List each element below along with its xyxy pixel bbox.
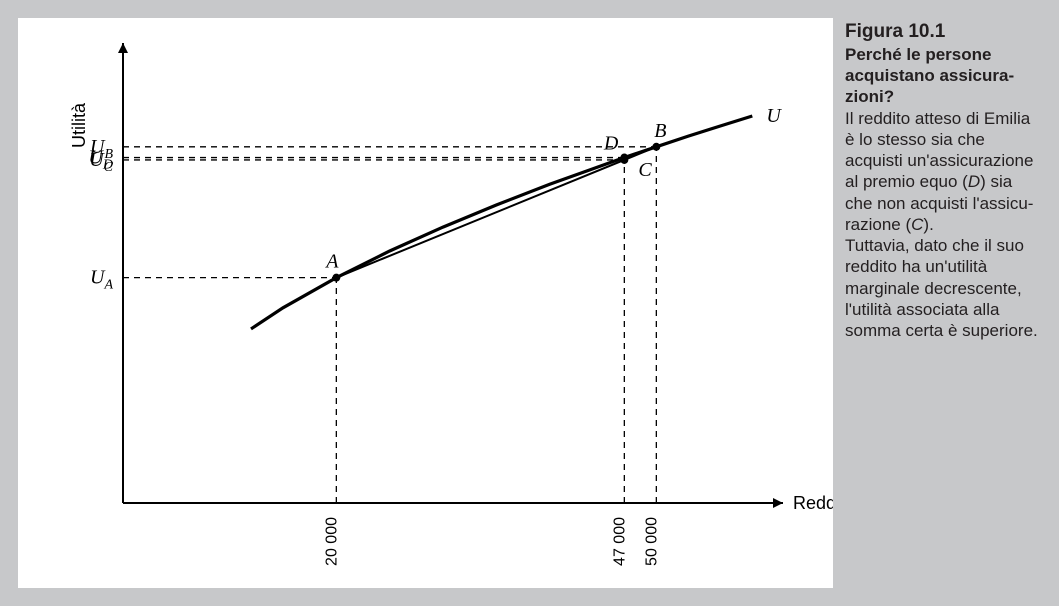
svg-text:U: U — [766, 105, 782, 127]
caption-panel: Figura 10.1 Perché le persone acquistano… — [833, 18, 1041, 588]
svg-text:C: C — [638, 159, 652, 181]
figure-row: ABCDUUAUCUDUB20 00047 00050 000RedditoUt… — [18, 18, 1041, 588]
svg-text:47 000: 47 000 — [611, 517, 628, 566]
figure-body-2: Tuttavia, dato che il suo reddito ha un'… — [845, 235, 1041, 341]
svg-text:B: B — [654, 120, 666, 142]
svg-text:A: A — [324, 251, 339, 273]
figure-body-italic-c: C — [911, 215, 923, 234]
figure-body-part-3: ). — [923, 215, 933, 234]
figure-title: Perché le persone acquistano assicura­zi… — [845, 44, 1041, 108]
svg-text:Reddito: Reddito — [793, 493, 833, 513]
figure-number: Figura 10.1 — [845, 20, 1041, 44]
svg-text:50 000: 50 000 — [643, 517, 660, 566]
figure-body: Il reddito atteso di Emilia è lo stesso … — [845, 108, 1041, 236]
utility-chart-svg: ABCDUUAUCUDUB20 00047 00050 000RedditoUt… — [18, 18, 833, 588]
figure-body-italic-d: D — [968, 172, 980, 191]
svg-text:Utilità: Utilità — [69, 102, 89, 148]
svg-text:D: D — [603, 133, 619, 155]
chart-panel: ABCDUUAUCUDUB20 00047 00050 000RedditoUt… — [18, 18, 833, 588]
figure-outer-frame: ABCDUUAUCUDUB20 00047 00050 000RedditoUt… — [0, 0, 1059, 606]
svg-text:UA: UA — [90, 267, 113, 293]
svg-text:20 000: 20 000 — [323, 517, 340, 566]
